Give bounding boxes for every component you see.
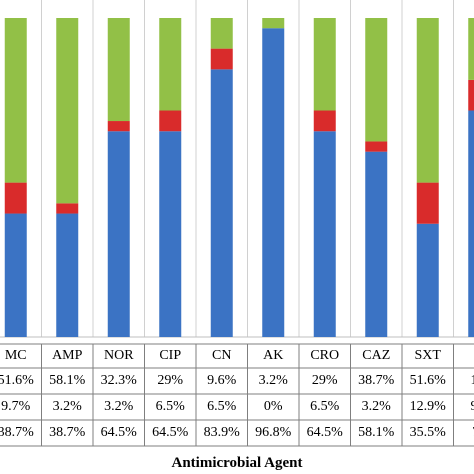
table-value-label: 64.5% — [101, 425, 138, 440]
x-tick-label: AK — [263, 348, 283, 363]
x-tick-label: CAZ — [362, 348, 390, 363]
bar-segment — [4, 182, 27, 214]
bar-segment — [416, 223, 439, 337]
x-tick-label: MC — [5, 348, 27, 363]
bar-segment — [56, 213, 79, 337]
table-value-label: 9.7% — [1, 399, 31, 414]
table-value-label: 9.6 — [471, 399, 474, 414]
table-value-label: 12.9% — [410, 399, 447, 414]
table-value-label: 64.5% — [152, 425, 189, 440]
bar-segment — [56, 203, 79, 214]
table-value-label: 51.6% — [410, 373, 447, 388]
table-value-label: 96.8% — [255, 425, 292, 440]
table-value-label: 51.6% — [0, 373, 34, 388]
bar-segment — [210, 18, 233, 49]
bar-segment — [107, 18, 130, 122]
bar-segment — [365, 141, 388, 152]
x-tick-label: SXT — [415, 348, 442, 363]
bar-segment — [468, 79, 474, 111]
bar-segment — [313, 131, 336, 337]
table-value-label: 71 — [472, 425, 474, 440]
table-value-label: 32.3% — [101, 373, 138, 388]
bars-layer — [0, 0, 474, 338]
table-value-label: 3.2% — [362, 399, 392, 414]
table-value-label: 38.7% — [0, 425, 34, 440]
bar-segment — [262, 18, 285, 29]
x-tick-label: CRO — [310, 348, 339, 363]
bar-segment — [313, 18, 336, 111]
table-value-label: 9.6% — [207, 373, 237, 388]
table-value-label: 19. — [471, 373, 474, 388]
x-axis-title: Antimicrobial Agent — [171, 455, 303, 471]
table-value-label: 58.1% — [358, 425, 395, 440]
bar-segment — [210, 69, 233, 337]
bar-segment — [468, 110, 474, 337]
bar-segment — [159, 110, 182, 132]
bar-segment — [313, 110, 336, 132]
bar-segment — [107, 131, 130, 337]
table-value-label: 29% — [157, 373, 183, 388]
table-value-label: 6.5% — [207, 399, 237, 414]
table-value-label: 83.9% — [204, 425, 241, 440]
table-value-label: 3.2% — [53, 399, 83, 414]
x-tick-label: AMP — [52, 348, 83, 363]
bar-segment — [416, 18, 439, 183]
table-value-label: 6.5% — [156, 399, 186, 414]
table-value-label: 0% — [264, 399, 283, 414]
table-value-label: 64.5% — [307, 425, 344, 440]
table-value-label: 38.7% — [358, 373, 395, 388]
x-tick-label: NOR — [104, 348, 134, 363]
bar-segment — [365, 18, 388, 142]
table-value-label: 38.7% — [49, 425, 86, 440]
bar-segment — [365, 151, 388, 337]
bar-segment — [107, 121, 130, 132]
x-tick-label: CN — [212, 348, 231, 363]
x-tick-label: CIP — [159, 348, 181, 363]
bar-segment — [4, 213, 27, 337]
bar-segment — [56, 18, 79, 204]
bar-segment — [262, 28, 285, 337]
table-value-label: 29% — [312, 373, 338, 388]
table-value-label: 35.5% — [410, 425, 447, 440]
table-value-label: 3.2% — [259, 373, 289, 388]
data-table: MCAMPNORCIPCNAKCROCAZSXTC51.6%58.1%32.3%… — [0, 343, 474, 447]
bar-segment — [416, 182, 439, 224]
table-value-label: 3.2% — [104, 399, 134, 414]
bar-segment — [4, 18, 27, 183]
bar-segment — [468, 18, 474, 80]
table-value-label: 6.5% — [310, 399, 340, 414]
bar-segment — [210, 48, 233, 70]
table-value-label: 58.1% — [49, 373, 86, 388]
bar-segment — [159, 18, 182, 111]
bar-segment — [159, 131, 182, 337]
